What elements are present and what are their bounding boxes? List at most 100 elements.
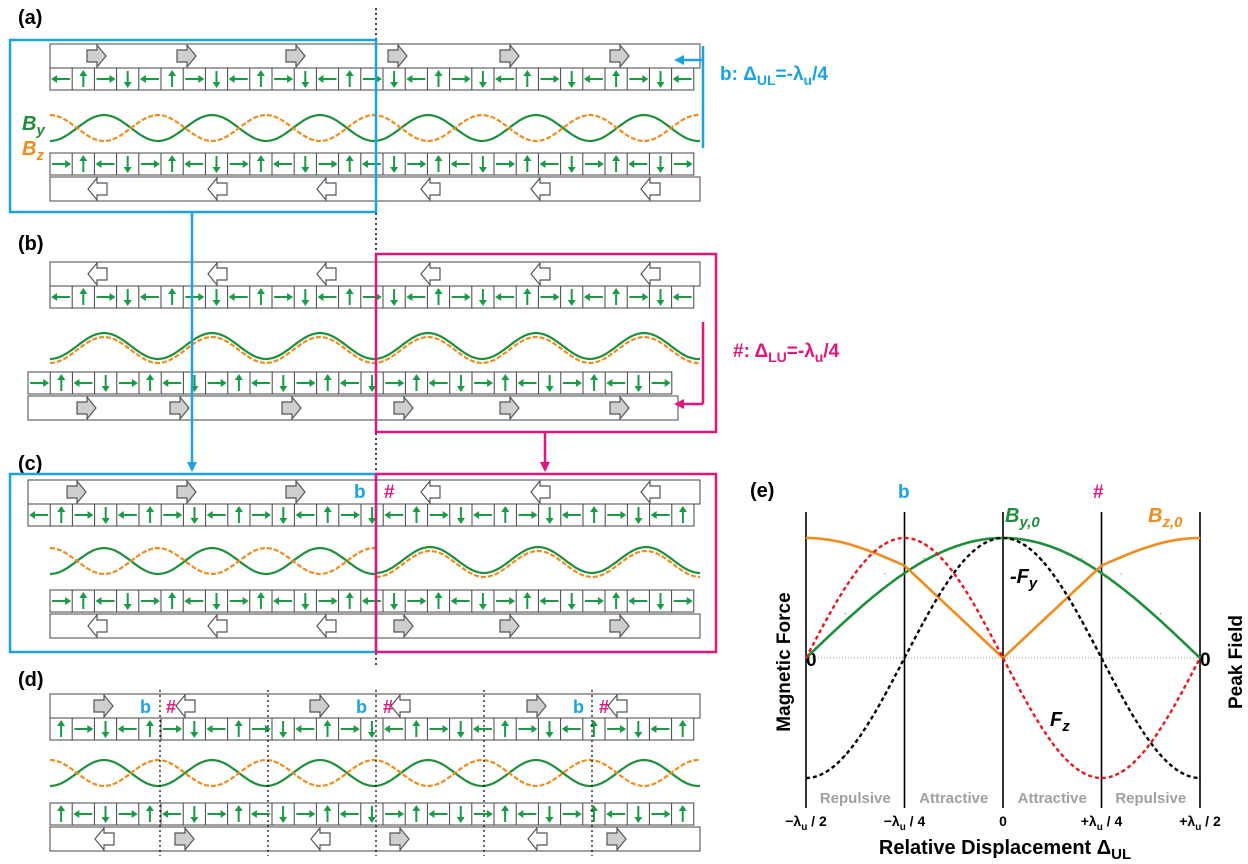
magnet-arrowhead: [242, 597, 249, 605]
magnet-arrowhead: [620, 511, 627, 519]
chart-region-label-1: Attractive: [919, 790, 988, 807]
magnet-arrowhead: [228, 293, 235, 301]
pole-arrow: [316, 176, 337, 202]
series-2-point: [844, 754, 847, 756]
magnet-arrowhead: [29, 511, 36, 519]
magnet-arrowhead: [650, 511, 657, 519]
series-1-point: [962, 621, 965, 623]
magnet-arrowhead: [612, 70, 621, 76]
pole-arrow: [309, 693, 330, 719]
field-waves: [49, 113, 701, 788]
magnet-arrowhead: [412, 374, 421, 380]
magnet-arrowhead: [190, 732, 199, 738]
magnet-arrowhead: [545, 386, 554, 392]
pole-arrow: [499, 43, 520, 69]
magnet-arrowhead: [117, 725, 124, 733]
magnet-arrowhead: [279, 518, 288, 524]
series-1-point: [805, 537, 807, 539]
series-0-point: [884, 573, 886, 575]
magnet-arrowhead: [501, 506, 510, 512]
magnet-arrowhead: [65, 160, 72, 168]
pole-arrow: [420, 479, 441, 505]
series-3-point: [1081, 771, 1083, 773]
magnet-arrowhead: [367, 817, 376, 823]
magnet-arrowhead: [323, 805, 332, 811]
magnet-arrowhead: [583, 75, 590, 83]
magnet-arrowhead: [531, 511, 538, 519]
pole-arrow: [207, 261, 228, 287]
pole-arrow: [87, 176, 108, 202]
magnet-arrowhead: [501, 720, 510, 726]
magnet-arrowhead: [176, 725, 183, 733]
force-chart: Magnetic Force Peak Field 0 0 b # Relati…: [774, 482, 1247, 863]
magnet-arrowhead: [545, 732, 554, 738]
pole-arrow: [530, 479, 551, 505]
magnet-arrowhead: [353, 725, 360, 733]
magnet-arrowhead: [51, 75, 58, 83]
magnet-arrowhead: [420, 597, 427, 605]
hash-marker-d3: #: [599, 697, 609, 717]
magnet-arrowhead: [656, 300, 665, 306]
magnet-arrowhead: [212, 82, 221, 88]
magnet-arrowhead: [109, 293, 116, 301]
magnet-arrowhead: [478, 300, 487, 306]
magnet-arrowhead: [256, 70, 265, 76]
pole-arrow: [285, 43, 306, 69]
magnet-arrowhead: [273, 160, 280, 168]
series-3-point: [884, 543, 886, 545]
magnet-arrowhead: [487, 379, 494, 387]
chart-right-zero: 0: [1200, 650, 1211, 671]
magnet-arrowhead: [464, 293, 471, 301]
magnet-arrowhead: [51, 293, 58, 301]
magnet-arrowhead: [590, 374, 599, 380]
magnet-arrowhead: [501, 805, 510, 811]
magnet-arrowhead: [168, 70, 177, 76]
series-1-point: [1120, 557, 1122, 560]
pole-arrow: [174, 826, 195, 852]
series-1-point: [923, 585, 925, 587]
pole-arrow: [176, 43, 197, 69]
magnet-arrowhead: [434, 288, 443, 294]
magnet-arrowhead: [664, 810, 671, 818]
magnet-arrowhead: [634, 386, 643, 392]
hash-marker-c: #: [384, 482, 395, 503]
magnet-arrowhead: [101, 817, 110, 823]
magnet-arrowhead: [567, 167, 576, 173]
chart-xlabel: Relative Displacement ΔUL: [879, 837, 1131, 863]
magnet-arrowhead: [450, 160, 457, 168]
magnet-arrowhead: [57, 506, 66, 512]
series-2-point: [1081, 620, 1083, 622]
label-bz0: Bz,0: [1148, 505, 1183, 531]
magnet-arrowhead: [539, 597, 546, 605]
magnet-arrowhead: [301, 300, 310, 306]
magnet-arrowhead: [184, 597, 191, 605]
magnet-arrowhead: [345, 288, 354, 294]
magnet-arrowhead: [301, 82, 310, 88]
magnet-arrowhead: [656, 167, 665, 173]
magnet-arrowhead: [139, 293, 146, 301]
magnet-arrowhead: [361, 597, 368, 605]
magnet-arrowhead: [678, 720, 687, 726]
magnet-arrowhead: [523, 155, 532, 161]
hash-marker-d2: #: [383, 697, 393, 717]
magnet-arrowhead: [590, 506, 599, 512]
magnet-arrowhead: [606, 810, 613, 818]
magnet-arrowhead: [331, 160, 338, 168]
magnet-arrowhead: [79, 155, 88, 161]
magnet-arrowhead: [478, 604, 487, 610]
pole-arrow: [310, 826, 331, 852]
magnet-arrowhead: [375, 293, 382, 301]
pole-arrow: [499, 613, 520, 639]
magnet-arrowhead: [323, 374, 332, 380]
series-0-point: [1159, 612, 1162, 615]
magnet-arrowhead: [428, 810, 435, 818]
series-2-point: [1159, 754, 1162, 756]
b-marker-d3: b: [573, 697, 584, 717]
magnet-arrowhead: [420, 160, 427, 168]
magnet-arrowhead: [168, 592, 177, 598]
by-label: By: [22, 113, 45, 139]
pole-arrow: [316, 261, 337, 287]
magnet-arrowhead: [131, 810, 138, 818]
series-2-point: [805, 777, 807, 779]
series-2-point: [1100, 657, 1103, 659]
